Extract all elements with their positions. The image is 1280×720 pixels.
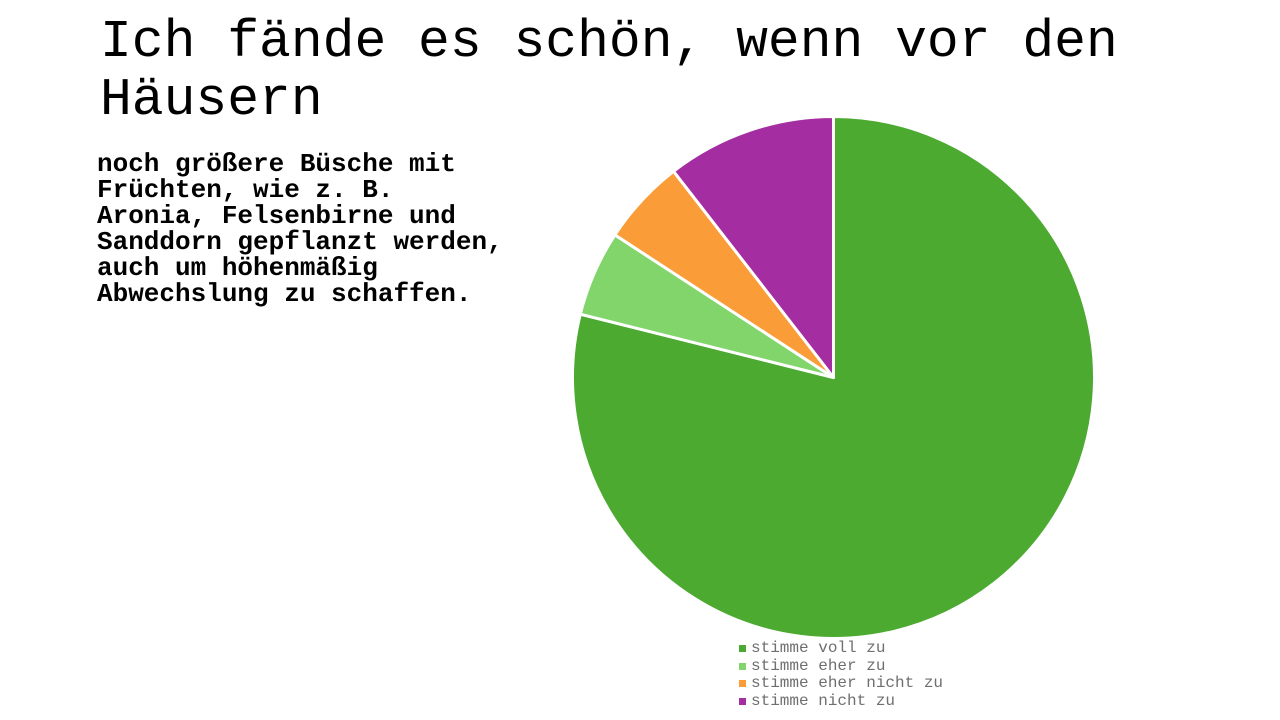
legend-item: stimme nicht zu: [739, 691, 943, 711]
pie-slice-stimme-nicht-zu: [672, 115, 835, 379]
legend-label: stimme eher nicht zu: [751, 674, 944, 692]
legend-swatch-icon: [739, 662, 746, 670]
legend-label: stimme nicht zu: [751, 691, 896, 710]
legend-item: stimme eher nicht zu: [739, 674, 944, 693]
legend: stimme voll zu stimme eher zu stimme eher …: [739, 639, 944, 711]
legend-swatch-icon: [739, 645, 746, 653]
legend-swatch-icon: [739, 697, 746, 705]
pie-chart: [553, 97, 1114, 658]
chart-title: Ich fände es schön, wenn vor den Häusern: [100, 12, 1118, 130]
legend-item: stimme voll zu: [739, 639, 943, 658]
pie-slice-stimme-voll-zu: [571, 115, 1096, 640]
legend-item: stimme eher zu: [739, 656, 943, 676]
chart-subtitle: noch größere Büsche mit Früchten, wie z.…: [97, 149, 503, 309]
legend-label: stimme eher zu: [751, 656, 886, 675]
legend-swatch-icon: [739, 680, 746, 688]
legend-label: stimme voll zu: [751, 639, 886, 657]
pie-chart-svg: [571, 115, 1096, 640]
